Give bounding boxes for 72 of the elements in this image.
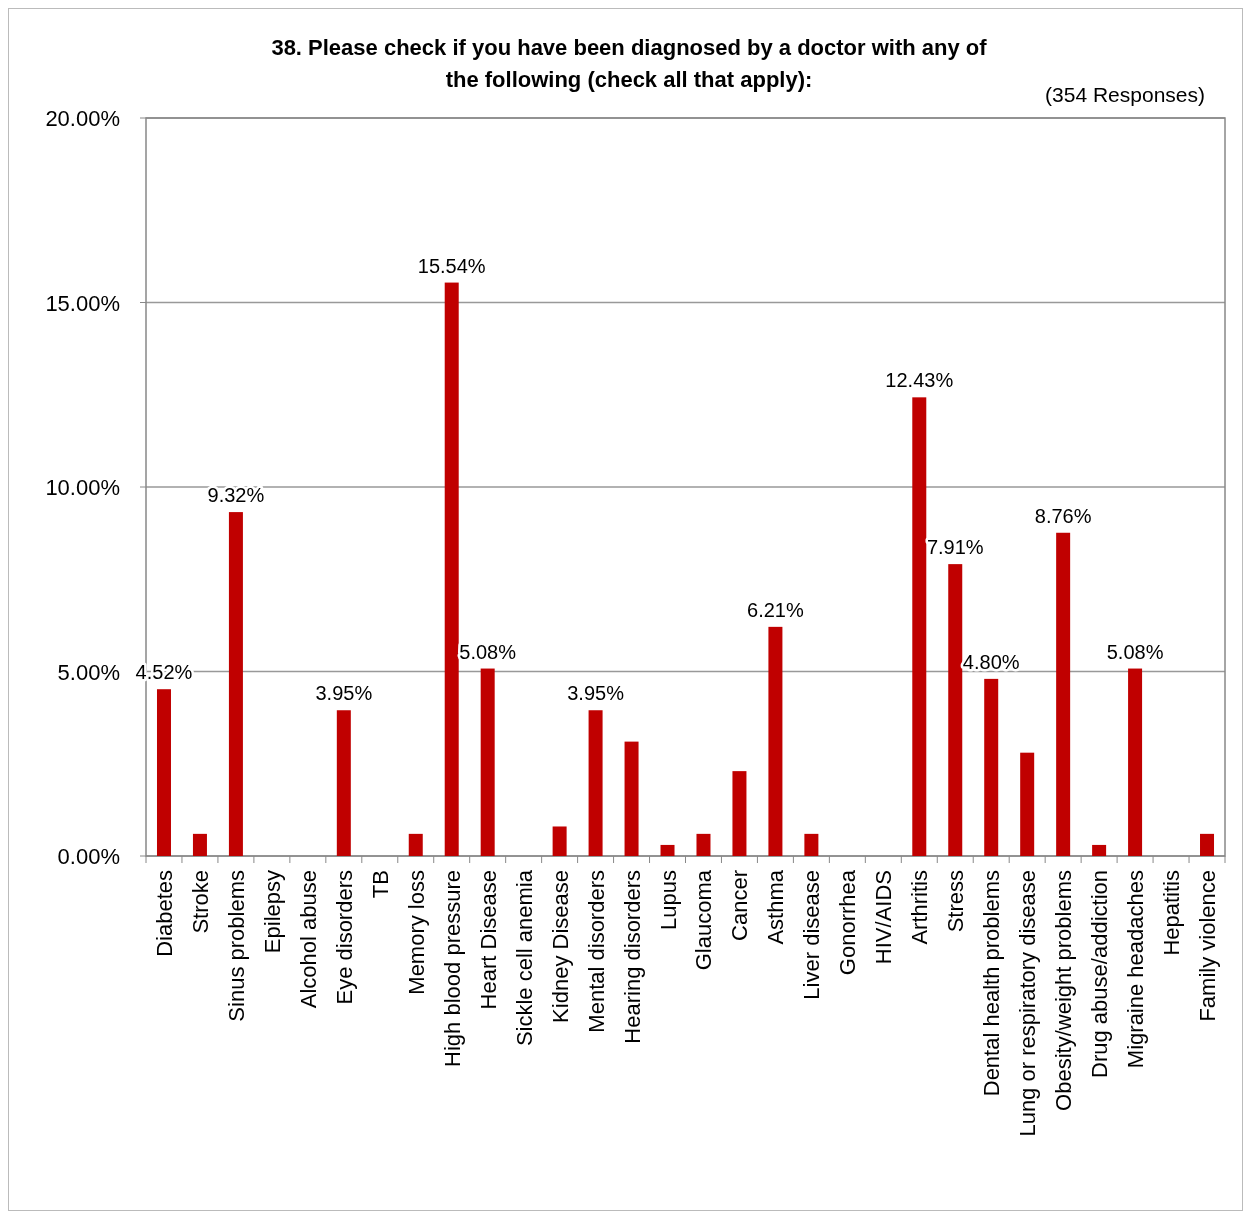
bar [1056, 532, 1071, 856]
x-tick-label: Hepatitis [1159, 870, 1185, 956]
x-tick-label: Diabetes [151, 870, 177, 957]
bar [1128, 668, 1143, 856]
x-tick-label: Kidney Disease [547, 870, 573, 1023]
x-tick-label: Dental health problems [979, 870, 1005, 1097]
x-tick-label: Family violence [1195, 870, 1221, 1022]
data-label: 4.52% [135, 661, 193, 684]
x-tick-label: Heart Disease [475, 870, 501, 1010]
x-tick-label: Lupus [655, 870, 681, 930]
y-tick-label: 20.00% [45, 106, 120, 131]
x-tick-label: Sinus problems [223, 870, 249, 1022]
x-tick-label: Stroke [187, 870, 213, 934]
bar [588, 710, 603, 856]
bar [1092, 844, 1107, 856]
data-label: 3.95% [567, 682, 625, 705]
x-tick-label: Epilepsy [259, 870, 285, 954]
x-tick-label: Cancer [727, 870, 753, 941]
x-tick-label: Stress [943, 870, 969, 933]
bar [912, 397, 927, 856]
x-tick-label: Lung or respiratory disease [1015, 870, 1041, 1137]
x-tick-label: Mental disorders [583, 870, 609, 1033]
data-label: 5.08% [1106, 640, 1164, 663]
bar [192, 833, 207, 856]
data-label: 6.21% [747, 598, 804, 621]
data-label: 3.95% [315, 682, 373, 705]
x-tick-label: Migraine headaches [1123, 870, 1149, 1069]
chart-title: 38. Please check if you have been diagnosed by a doctor with any of the following (check all that apply): [271, 35, 988, 92]
bar [228, 512, 243, 856]
y-tick-label: 0.00% [57, 844, 120, 869]
x-tick-label: HIV/AIDS [871, 870, 897, 965]
data-label: 15.54% [417, 254, 486, 277]
x-tick-label: Hearing disorders [619, 870, 645, 1044]
text: (354 Responses) [1045, 83, 1205, 106]
bar [336, 710, 351, 856]
bar [408, 833, 423, 856]
x-tick-label: Eye disorders [331, 870, 357, 1005]
data-label: 5.08% [459, 640, 517, 663]
x-tick-label: Memory loss [403, 870, 429, 995]
bar [948, 564, 963, 856]
bar [984, 678, 999, 856]
bar [552, 826, 567, 856]
bar [1020, 752, 1035, 856]
bar [480, 668, 495, 856]
bar [732, 771, 747, 856]
x-tick-label: High blood pressure [439, 870, 465, 1067]
x-tick-label: Alcohol abuse [295, 870, 321, 1009]
bar [768, 626, 783, 856]
y-tick-label: 5.00% [57, 659, 120, 685]
bar [696, 833, 711, 856]
x-tick-label: Obesity/weight problems [1051, 870, 1077, 1111]
bar [156, 689, 171, 856]
x-tick-label: Sickle cell anemia [511, 869, 537, 1047]
bar [444, 282, 459, 856]
x-tick-label: Liver disease [799, 870, 825, 1000]
bar [624, 741, 639, 856]
bar [804, 833, 819, 856]
y-tick-label: 10.00% [45, 475, 120, 500]
data-label: 9.32% [207, 484, 265, 507]
bar [660, 844, 675, 856]
data-label: 8.76% [1034, 504, 1092, 527]
y-tick-label: 15.00% [45, 290, 120, 316]
x-tick-label: Gonorrhea [835, 869, 861, 976]
x-tick-label: TB [367, 870, 393, 899]
data-label: 12.43% [885, 369, 954, 392]
bar [1200, 833, 1215, 856]
x-tick-label: Arthritis [907, 870, 933, 945]
x-tick-label: Asthma [763, 869, 789, 945]
data-label: 4.80% [962, 650, 1020, 673]
x-tick-label: Drug abuse/addiction [1087, 870, 1113, 1078]
data-label: 7.91% [926, 536, 984, 559]
x-tick-label: Glaucoma [691, 869, 717, 971]
